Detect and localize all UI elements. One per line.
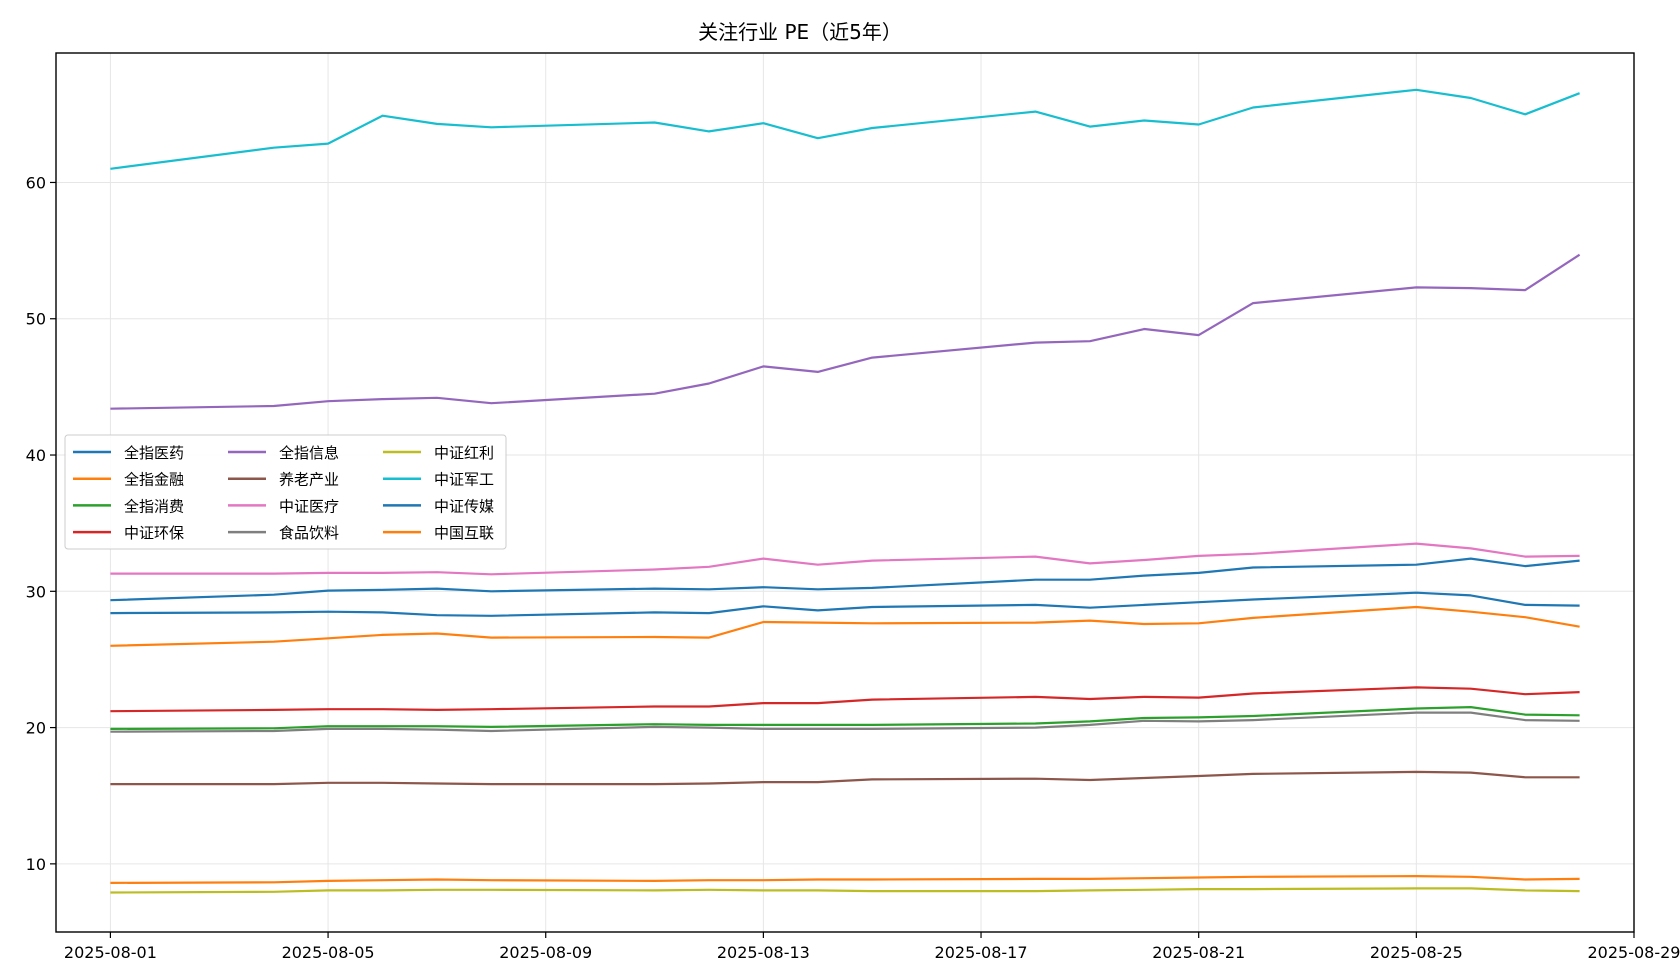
legend-label: 全指金融 (124, 471, 184, 489)
legend-label: 食品饮料 (279, 524, 339, 542)
x-axis-ticks: 2025-08-01 2025-08-05 2025-08-09 2025-08-13… (64, 932, 1680, 962)
series-line-7 (110, 542, 1580, 576)
legend-box (64, 434, 507, 550)
legend-label: 中证医疗 (279, 497, 339, 515)
y-tick-label: 30 (26, 582, 46, 601)
x-tick-label: 2025-08-13 (717, 943, 810, 962)
y-tick-label: 60 (26, 173, 46, 192)
series-line-5 (110, 253, 1581, 410)
plot-frame (55, 52, 1635, 933)
legend-label: 中证军工 (434, 471, 494, 489)
series-line-4 (110, 686, 1580, 713)
legend-label: 养老产业 (279, 471, 339, 489)
legend-label: 全指信息 (279, 444, 339, 462)
legend-label: 中证环保 (124, 524, 184, 542)
x-tick-label: 2025-08-25 (1370, 943, 1463, 962)
x-tick-label: 2025-08-01 (64, 943, 157, 962)
x-tick-label: 2025-08-05 (282, 943, 375, 962)
y-tick-label: 50 (26, 310, 46, 329)
series-line-1 (110, 591, 1580, 617)
legend-label: 中国互联 (434, 524, 494, 542)
y-axis-ticks: 10 20 30 40 50 60 (26, 173, 56, 874)
series-line-2 (110, 605, 1580, 647)
series-line-3 (110, 705, 1580, 731)
legend-label: 全指消费 (124, 497, 184, 515)
x-tick-label: 2025-08-29 (1588, 943, 1680, 962)
y-tick-label: 40 (26, 446, 46, 465)
legend-label: 中证红利 (434, 444, 494, 462)
x-tick-label: 2025-08-17 (935, 943, 1028, 962)
series-line-11 (110, 557, 1580, 602)
legend-label: 中证传媒 (434, 497, 494, 515)
x-tick-label: 2025-08-21 (1152, 943, 1245, 962)
series-line-12 (110, 874, 1580, 885)
x-tick-label: 2025-08-09 (499, 943, 592, 962)
chart-title: 关注行业 PE（近5年） (698, 20, 902, 44)
series-line-10 (110, 88, 1580, 170)
series-line-8 (110, 711, 1580, 733)
series-line-6 (110, 770, 1580, 786)
y-tick-label: 20 (26, 719, 46, 738)
series-line-9 (110, 887, 1580, 894)
legend-label: 全指医药 (124, 444, 184, 462)
y-tick-label: 10 (26, 855, 46, 874)
series-lines (110, 88, 1581, 894)
